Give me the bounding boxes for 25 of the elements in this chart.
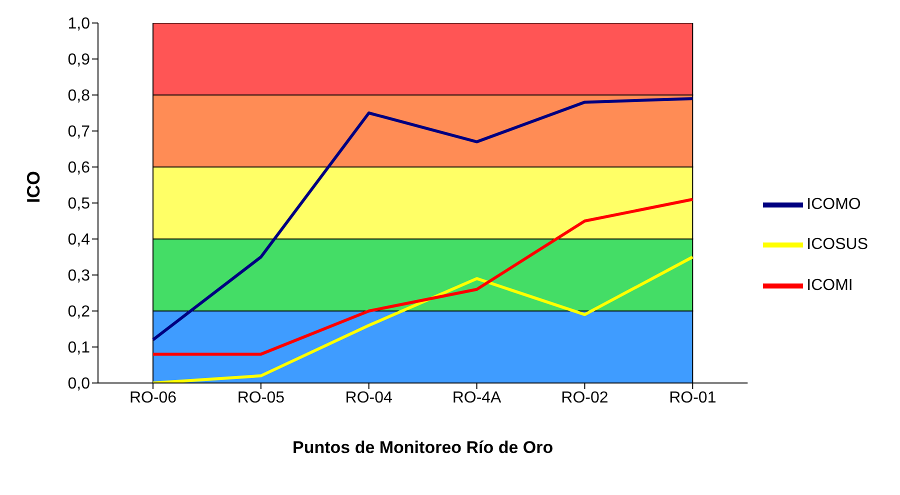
y-axis-title: ICO bbox=[23, 170, 44, 203]
line-series bbox=[152, 198, 694, 356]
y-tick-label: 0,0 bbox=[68, 376, 90, 393]
y-tick-label: 0,3 bbox=[68, 268, 90, 285]
y-tick-label: 0,6 bbox=[68, 160, 90, 177]
x-tick-label: RO-4A bbox=[452, 389, 502, 406]
line-series bbox=[152, 97, 694, 342]
y-tick-label: 0,5 bbox=[68, 196, 90, 213]
y-tick-label: 0,4 bbox=[68, 232, 90, 249]
y-tick-label: 0,9 bbox=[68, 52, 90, 69]
legend-label: ICOMI bbox=[806, 276, 853, 294]
y-tick-label: 0,1 bbox=[68, 340, 90, 357]
y-tick-label: 0,2 bbox=[68, 304, 90, 321]
y-tick-label: 0,8 bbox=[68, 88, 90, 105]
x-tick-label: RO-04 bbox=[345, 389, 393, 406]
legend-label: ICOSUS bbox=[806, 236, 868, 254]
x-tick-label: RO-02 bbox=[561, 389, 608, 406]
legend-label: ICOMO bbox=[806, 196, 861, 214]
y-tick-label: 1,0 bbox=[68, 16, 90, 33]
x-tick-label: RO-06 bbox=[129, 389, 177, 406]
line-series bbox=[152, 256, 694, 383]
x-axis-title: Puntos de Monitoreo Río de Oro bbox=[292, 438, 554, 457]
x-tick-label: RO-01 bbox=[669, 389, 716, 406]
y-tick-label: 0,7 bbox=[68, 124, 90, 141]
x-tick-label: RO-05 bbox=[237, 389, 285, 406]
